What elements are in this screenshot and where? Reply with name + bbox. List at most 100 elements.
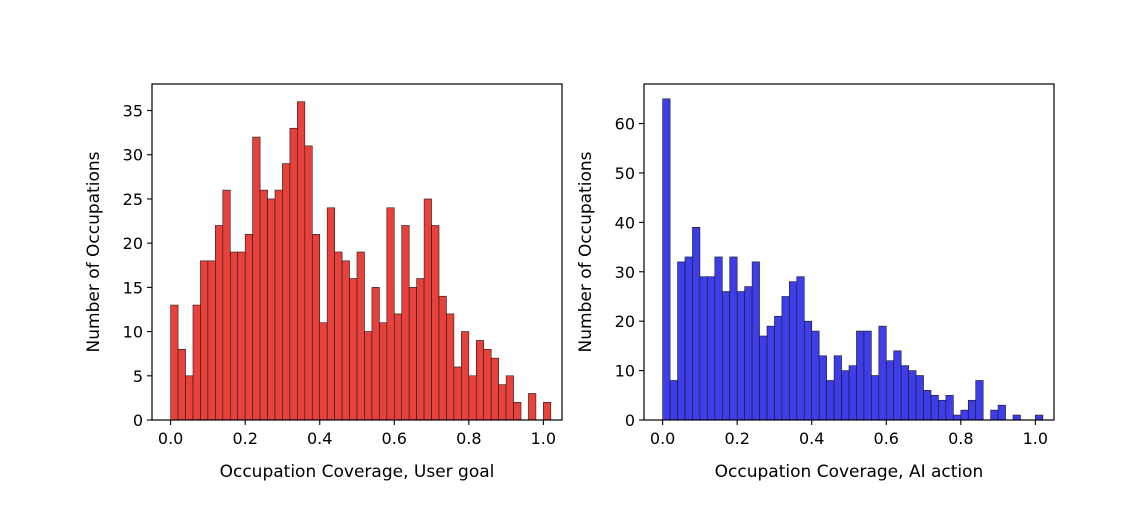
left-x-tick-label: 0.4 [307,429,332,448]
left-bar-38 [453,366,462,421]
left-bar-0 [170,304,179,421]
right-y-tick-label: 40 [615,213,635,232]
right-bar-37 [938,399,947,421]
right-bar-2 [677,261,686,421]
left-bar-8 [229,251,239,421]
left-bar-14 [274,189,283,421]
left-bar-39 [461,331,470,421]
right-y-tick-label: 0 [625,411,635,430]
left-bar-11 [252,136,261,421]
right-bar-33 [908,370,917,421]
right-bar-39 [953,414,962,421]
left-bar-6 [215,225,224,421]
left-bar-21 [326,207,335,421]
right-bar-15 [774,315,783,421]
right-bar-19 [803,320,813,421]
right-bar-24 [841,370,850,421]
left-y-tick-label: 0 [133,411,143,430]
left-bar-43 [490,357,499,421]
right-bar-14 [766,325,775,421]
left-x-tick-label: 0.6 [382,429,407,448]
right-bar-8 [721,291,731,421]
right-bar-16 [781,296,790,421]
left-bar-34 [423,198,432,421]
left-bar-24 [349,278,358,421]
left-bar-19 [311,234,321,421]
left-bar-23 [341,260,350,421]
left-bar-29 [386,207,395,421]
right-x-tick-label: 0.8 [948,429,973,448]
right-bar-21 [818,355,827,421]
left-y-axis-label: Number of Occupations [84,151,104,352]
right-x-tick-label: 0.4 [799,429,824,448]
right-bar-3 [684,256,693,421]
left-bar-18 [304,145,313,421]
left-bar-50 [543,402,552,421]
right-bar-1 [669,380,678,421]
right-bar-30 [885,360,895,421]
right-bar-17 [789,281,798,421]
left-bar-16 [289,127,298,421]
right-plot-frame [643,83,1055,421]
right-bar-7 [714,256,723,421]
right-x-axis-label: Occupation Coverage, AI action [715,462,984,482]
right-bar-34 [915,375,924,421]
left-y-ticks: 0 5 10 15 20 25 30 35 [123,102,152,430]
right-bar-13 [759,335,768,421]
right-y-axis-label: Number of Occupations [576,151,596,352]
left-x-tick-label: 0.0 [158,429,183,448]
right-x-tick-label: 0.2 [724,429,749,448]
left-x-ticks: 0.0 0.2 0.4 0.6 0.8 1.0 [158,420,556,448]
right-bar-38 [945,394,954,421]
left-bar-17 [297,101,306,421]
left-x-tick-label: 0.8 [456,429,481,448]
right-bar-5 [699,276,708,421]
left-bar-9 [237,251,246,421]
left-histogram: 0.0 0.2 0.4 0.6 0.8 1.0 0 5 10 15 20 25 30 35 Occupa… [84,83,563,482]
left-bar-2 [185,375,194,421]
left-bar-15 [282,163,291,421]
right-bar-45 [997,404,1006,421]
right-bar-9 [729,256,738,421]
left-bars [170,101,552,421]
left-bar-4 [200,260,209,421]
left-bar-46 [513,402,522,421]
left-bar-3 [192,304,201,421]
left-bar-44 [498,384,507,421]
right-bar-29 [878,325,887,421]
left-bar-41 [475,340,485,421]
left-bar-42 [483,348,492,421]
right-y-tick-label: 20 [615,312,635,331]
right-bar-25 [848,365,857,421]
right-bar-41 [967,399,977,421]
left-bar-22 [334,251,343,421]
right-bar-36 [930,394,939,421]
right-x-tick-label: 1.0 [1023,429,1048,448]
right-bar-47 [1012,414,1021,421]
right-bar-20 [811,330,820,421]
left-bar-26 [364,331,373,421]
right-bar-50 [1035,414,1044,421]
left-x-tick-label: 1.0 [531,429,556,448]
right-bar-27 [863,330,872,421]
right-bar-12 [751,261,760,421]
left-bar-25 [356,251,365,421]
right-bar-42 [975,380,984,421]
left-plot-frame [151,83,563,421]
left-bar-27 [371,287,380,421]
left-bar-1 [177,348,186,421]
left-bar-5 [207,260,216,421]
left-x-tick-label: 0.2 [232,429,257,448]
right-bar-28 [871,375,880,421]
left-y-tick-label: 15 [123,278,143,297]
right-bar-31 [893,350,902,421]
left-bar-48 [528,393,537,421]
right-bar-6 [707,276,716,421]
left-bar-20 [319,322,328,421]
right-bar-23 [833,355,842,421]
left-y-tick-label: 25 [123,190,143,209]
left-bar-32 [408,287,417,421]
left-y-tick-label: 5 [133,367,143,386]
left-x-axis-label: Occupation Coverage, User goal [220,462,495,482]
